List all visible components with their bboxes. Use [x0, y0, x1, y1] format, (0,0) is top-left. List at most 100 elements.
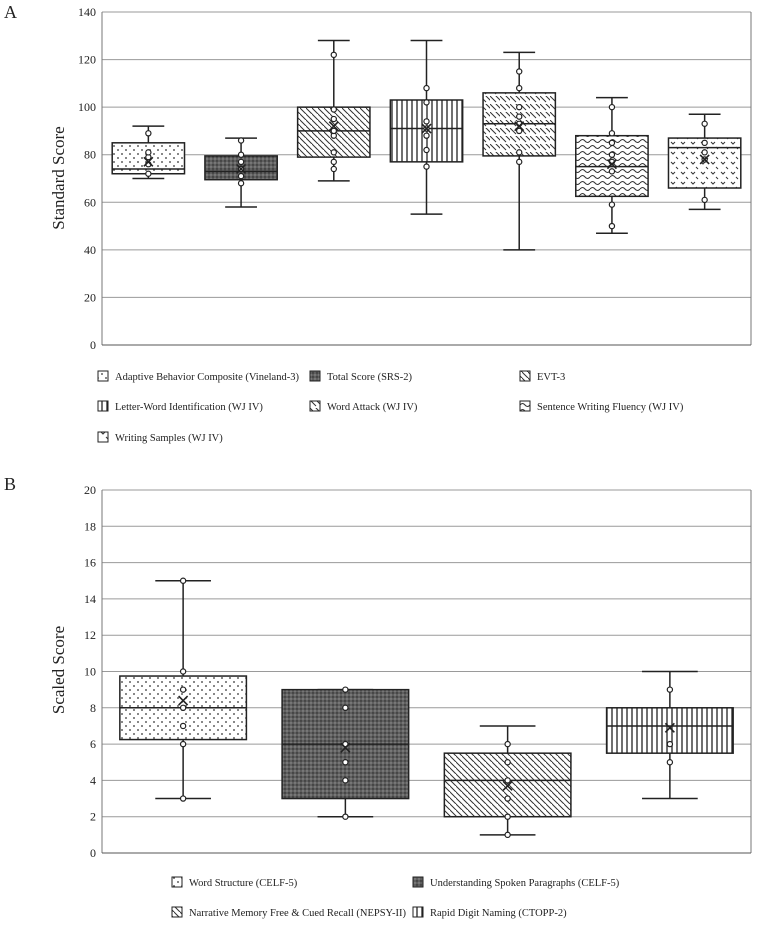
data-point	[504, 813, 511, 820]
legend-swatch	[97, 400, 109, 412]
data-point	[608, 151, 616, 158]
legend-swatch	[171, 876, 183, 888]
y-tick-label: 16	[84, 556, 96, 570]
legend-label: Word Structure (CELF-5)	[189, 878, 298, 889]
data-point	[608, 103, 616, 111]
box-4	[389, 39, 464, 215]
y-tick-label: 18	[84, 519, 96, 533]
data-point	[330, 106, 337, 113]
mean-marker	[328, 121, 339, 132]
data-point	[423, 146, 430, 154]
data-point	[330, 149, 337, 156]
data-point	[330, 165, 337, 173]
legend-swatch	[97, 370, 109, 382]
data-point	[179, 668, 187, 675]
panel-a-chart: 0 20 40 60 80 100 120 140 Adaptive Behavior Comp…	[78, 5, 752, 444]
data-point	[423, 99, 430, 106]
legend-swatch	[309, 400, 321, 412]
panel-b-letter: B	[4, 474, 16, 494]
legend-swatch	[171, 906, 183, 918]
y-tick-label: 20	[84, 290, 96, 304]
legend-swatch	[412, 876, 424, 888]
data-point	[342, 686, 349, 693]
mean-marker	[514, 121, 525, 132]
data-point	[666, 740, 674, 748]
data-point	[516, 113, 523, 120]
box-4	[605, 670, 734, 800]
mean-marker	[421, 123, 432, 134]
data-point	[145, 130, 152, 137]
box-5	[482, 51, 557, 251]
legend-swatch	[519, 400, 531, 412]
data-point	[145, 170, 152, 177]
legend-swatch	[309, 370, 321, 382]
data-point	[516, 68, 523, 75]
y-tick-label: 60	[84, 195, 96, 209]
data-point	[504, 795, 511, 802]
data-point	[423, 118, 430, 125]
data-point	[516, 103, 523, 111]
y-tick-label: 140	[78, 5, 96, 19]
box-1	[111, 125, 186, 180]
panel-a-letter: A	[4, 2, 17, 22]
data-point	[516, 84, 523, 92]
y-tick-label: 40	[84, 243, 96, 257]
data-point	[237, 137, 245, 144]
box-7	[667, 113, 742, 211]
panel-b-chart: 0 2 4 6 8 10 12 14 16 18 20 Word Structure (CELF-5)…	[84, 483, 752, 919]
mean-marker	[502, 780, 513, 791]
y-tick-label: 80	[84, 148, 96, 162]
data-point	[179, 686, 187, 693]
y-tick-label: 0	[90, 338, 96, 352]
data-point	[516, 158, 523, 166]
data-point	[504, 740, 511, 748]
data-point	[423, 132, 430, 139]
data-point	[516, 149, 523, 156]
legend-label: Word Attack (WJ IV)	[327, 402, 418, 413]
data-point	[504, 759, 511, 766]
y-tick-label: 2	[90, 810, 96, 824]
mean-marker	[340, 742, 351, 753]
data-point	[504, 777, 511, 784]
legend-label: Letter-Word Identification (WJ IV)	[115, 402, 263, 413]
mean-marker	[664, 722, 675, 733]
data-point	[237, 172, 245, 180]
data-point	[608, 139, 616, 147]
box-2	[281, 686, 410, 820]
data-point	[330, 51, 337, 59]
box-6	[575, 96, 649, 234]
y-tick-label: 120	[78, 53, 96, 67]
legend-swatch	[519, 370, 531, 382]
legend-label: Understanding Spoken Paragraphs (CELF-5)	[430, 878, 620, 889]
data-point	[666, 686, 674, 693]
data-point	[516, 127, 523, 135]
data-point	[423, 84, 430, 92]
data-point	[608, 130, 616, 137]
data-point	[330, 115, 337, 123]
data-point	[179, 740, 187, 748]
data-point	[237, 180, 245, 187]
data-point	[701, 149, 708, 156]
y-tick-label: 6	[90, 737, 96, 751]
data-point	[179, 722, 187, 730]
y-tick-label: 8	[90, 701, 96, 715]
y-tick-label: 20	[84, 483, 96, 497]
data-point	[237, 151, 245, 158]
mean-marker	[236, 163, 247, 175]
data-point	[701, 139, 708, 147]
y-tick-label: 0	[90, 846, 96, 860]
data-point	[237, 158, 245, 166]
data-point	[608, 201, 616, 208]
legend-label: Adaptive Behavior Composite (Vineland-3)	[115, 372, 299, 383]
box-3	[443, 725, 572, 839]
box-1	[119, 577, 248, 802]
data-point	[701, 196, 708, 204]
box-2	[204, 137, 278, 208]
legend-label: EVT-3	[537, 372, 565, 383]
data-point	[179, 577, 187, 584]
legend-label: Writing Samples (WJ IV)	[115, 433, 223, 444]
legend-label: Narrative Memory Free & Cued Recall (NEP…	[189, 908, 406, 919]
data-point	[179, 795, 187, 802]
y-tick-label: 100	[78, 100, 96, 114]
